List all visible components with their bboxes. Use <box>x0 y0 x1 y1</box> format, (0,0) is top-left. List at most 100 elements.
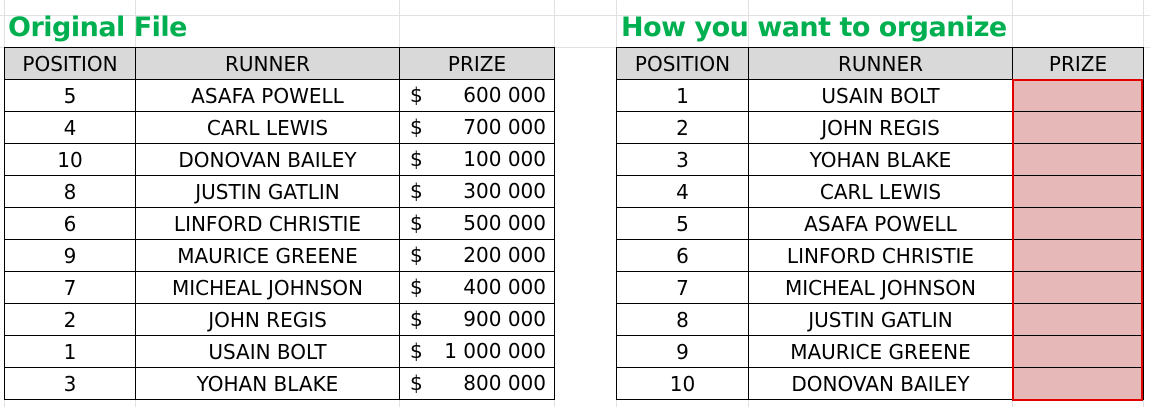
position-cell[interactable]: 1 <box>4 335 136 368</box>
empty-prize-cell[interactable] <box>1012 175 1144 208</box>
prize-amount: 200 000 <box>463 243 546 267</box>
table-row: 6 LINFORD CHRISTIE $500 000 <box>4 207 555 240</box>
prize-amount: 500 000 <box>463 211 546 235</box>
table-row: 1 USAIN BOLT <box>616 79 1144 112</box>
table-row: 2 JOHN REGIS $900 000 <box>4 303 555 336</box>
prize-cell[interactable]: $800 000 <box>399 367 555 400</box>
runner-cell[interactable]: LINFORD CHRISTIE <box>748 239 1013 272</box>
header-runner[interactable]: RUNNER <box>748 47 1013 80</box>
runner-cell[interactable]: ASAFA POWELL <box>748 207 1013 240</box>
table-row: 3 YOHAN BLAKE <box>616 143 1144 176</box>
currency-symbol: $ <box>410 211 423 235</box>
header-row: POSITION RUNNER PRIZE <box>4 47 555 80</box>
prize-cell[interactable]: $1 000 000 <box>399 335 555 368</box>
original-file-title: Original File <box>8 12 187 43</box>
position-cell[interactable]: 6 <box>4 207 136 240</box>
runner-cell[interactable]: USAIN BOLT <box>135 335 400 368</box>
position-cell[interactable]: 5 <box>4 79 136 112</box>
table-row: 10 DONOVAN BAILEY <box>616 367 1144 400</box>
position-cell[interactable]: 10 <box>4 143 136 176</box>
currency-symbol: $ <box>410 115 423 139</box>
position-cell[interactable]: 9 <box>616 335 749 368</box>
runner-cell[interactable]: MAURICE GREENE <box>748 335 1013 368</box>
prize-cell[interactable]: $700 000 <box>399 111 555 144</box>
runner-cell[interactable]: MICHEAL JOHNSON <box>135 271 400 304</box>
runner-cell[interactable]: JUSTIN GATLIN <box>748 303 1013 336</box>
position-cell[interactable]: 8 <box>616 303 749 336</box>
prize-cell[interactable]: $500 000 <box>399 207 555 240</box>
table-row: 1 USAIN BOLT $1 000 000 <box>4 335 555 368</box>
position-cell[interactable]: 7 <box>4 271 136 304</box>
runner-cell[interactable]: MICHEAL JOHNSON <box>748 271 1013 304</box>
prize-amount: 700 000 <box>463 115 546 139</box>
currency-symbol: $ <box>410 147 423 171</box>
runner-cell[interactable]: DONOVAN BAILEY <box>135 143 400 176</box>
empty-prize-cell[interactable] <box>1012 239 1144 272</box>
table-row: 4 CARL LEWIS <box>616 175 1144 208</box>
position-cell[interactable]: 9 <box>4 239 136 272</box>
header-row: POSITION RUNNER PRIZE <box>616 47 1144 80</box>
prize-amount: 100 000 <box>463 147 546 171</box>
empty-prize-cell[interactable] <box>1012 303 1144 336</box>
position-cell[interactable]: 1 <box>616 79 749 112</box>
empty-prize-cell[interactable] <box>1012 367 1144 400</box>
position-cell[interactable]: 4 <box>4 111 136 144</box>
runner-cell[interactable]: CARL LEWIS <box>748 175 1013 208</box>
runner-cell[interactable]: YOHAN BLAKE <box>135 367 400 400</box>
header-position[interactable]: POSITION <box>4 47 136 80</box>
runner-cell[interactable]: DONOVAN BAILEY <box>748 367 1013 400</box>
empty-prize-cell[interactable] <box>1012 271 1144 304</box>
position-cell[interactable]: 2 <box>616 111 749 144</box>
runner-cell[interactable]: ASAFA POWELL <box>135 79 400 112</box>
currency-symbol: $ <box>410 371 423 395</box>
position-cell[interactable]: 4 <box>616 175 749 208</box>
prize-cell[interactable]: $400 000 <box>399 271 555 304</box>
runner-cell[interactable]: USAIN BOLT <box>748 79 1013 112</box>
original-table: POSITION RUNNER PRIZE 5 ASAFA POWELL $600 … <box>4 47 555 400</box>
table-row: 4 CARL LEWIS $700 000 <box>4 111 555 144</box>
prize-cell[interactable]: $300 000 <box>399 175 555 208</box>
header-runner[interactable]: RUNNER <box>135 47 400 80</box>
currency-symbol: $ <box>410 307 423 331</box>
prize-cell[interactable]: $600 000 <box>399 79 555 112</box>
header-position[interactable]: POSITION <box>616 47 749 80</box>
empty-prize-cell[interactable] <box>1012 207 1144 240</box>
header-prize[interactable]: PRIZE <box>399 47 555 80</box>
runner-cell[interactable]: MAURICE GREENE <box>135 239 400 272</box>
empty-prize-cell[interactable] <box>1012 111 1144 144</box>
empty-prize-cell[interactable] <box>1012 143 1144 176</box>
table-row: 9 MAURICE GREENE <box>616 335 1144 368</box>
runner-cell[interactable]: JOHN REGIS <box>135 303 400 336</box>
prize-cell[interactable]: $900 000 <box>399 303 555 336</box>
prize-cell[interactable]: $200 000 <box>399 239 555 272</box>
position-cell[interactable]: 6 <box>616 239 749 272</box>
runner-cell[interactable]: CARL LEWIS <box>135 111 400 144</box>
prize-cell[interactable]: $100 000 <box>399 143 555 176</box>
currency-symbol: $ <box>410 83 423 107</box>
empty-prize-cell[interactable] <box>1012 79 1144 112</box>
table-row: 5 ASAFA POWELL $600 000 <box>4 79 555 112</box>
organized-table: POSITION RUNNER PRIZE 1 USAIN BOLT 2 JOHN R… <box>616 47 1144 400</box>
table-row: 9 MAURICE GREENE $200 000 <box>4 239 555 272</box>
position-cell[interactable]: 7 <box>616 271 749 304</box>
runner-cell[interactable]: JOHN REGIS <box>748 111 1013 144</box>
position-cell[interactable]: 3 <box>616 143 749 176</box>
position-cell[interactable]: 8 <box>4 175 136 208</box>
position-cell[interactable]: 3 <box>4 367 136 400</box>
position-cell[interactable]: 5 <box>616 207 749 240</box>
prize-amount: 400 000 <box>463 275 546 299</box>
prize-amount: 300 000 <box>463 179 546 203</box>
table-row: 7 MICHEAL JOHNSON $400 000 <box>4 271 555 304</box>
table-row: 5 ASAFA POWELL <box>616 207 1144 240</box>
table-row: 3 YOHAN BLAKE $800 000 <box>4 367 555 400</box>
table-row: 2 JOHN REGIS <box>616 111 1144 144</box>
runner-cell[interactable]: LINFORD CHRISTIE <box>135 207 400 240</box>
table-row: 6 LINFORD CHRISTIE <box>616 239 1144 272</box>
empty-prize-cell[interactable] <box>1012 335 1144 368</box>
position-cell[interactable]: 10 <box>616 367 749 400</box>
position-cell[interactable]: 2 <box>4 303 136 336</box>
runner-cell[interactable]: YOHAN BLAKE <box>748 143 1013 176</box>
runner-cell[interactable]: JUSTIN GATLIN <box>135 175 400 208</box>
header-prize[interactable]: PRIZE <box>1012 47 1144 80</box>
currency-symbol: $ <box>410 179 423 203</box>
